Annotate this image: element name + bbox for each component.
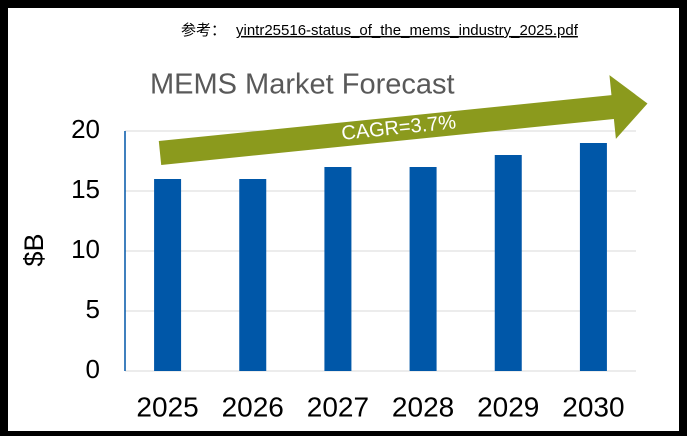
note-prefix: 参考： bbox=[181, 22, 226, 39]
x-tick-label: 2029 bbox=[477, 391, 539, 422]
y-tick-label: 15 bbox=[71, 174, 100, 204]
bar bbox=[239, 179, 267, 371]
plot-area: 0 5 10 15 20 2025 2026 2027 2028 2029 2030 bbox=[71, 114, 636, 422]
x-tick-label: 2025 bbox=[136, 391, 198, 422]
x-tick-label: 2027 bbox=[307, 391, 369, 422]
y-tick-label: 5 bbox=[86, 294, 100, 324]
y-tick-label: 0 bbox=[86, 354, 100, 384]
bar bbox=[409, 167, 437, 371]
bar bbox=[579, 143, 607, 371]
bar bbox=[154, 179, 182, 371]
source-link[interactable]: yintr25516-status_of_the_mems_industry_2… bbox=[236, 22, 579, 39]
y-tick-label: 20 bbox=[71, 114, 100, 144]
x-tick-label: 2026 bbox=[222, 391, 284, 422]
x-tick-label: 2028 bbox=[392, 391, 454, 422]
arrow-shape bbox=[158, 75, 648, 165]
bar bbox=[494, 155, 522, 371]
x-tick-label: 2030 bbox=[562, 391, 624, 422]
chart-title: MEMS Market Forecast bbox=[150, 69, 455, 101]
bar bbox=[324, 167, 352, 371]
y-tick-label: 10 bbox=[71, 234, 100, 264]
y-axis-label: $B bbox=[19, 233, 49, 266]
